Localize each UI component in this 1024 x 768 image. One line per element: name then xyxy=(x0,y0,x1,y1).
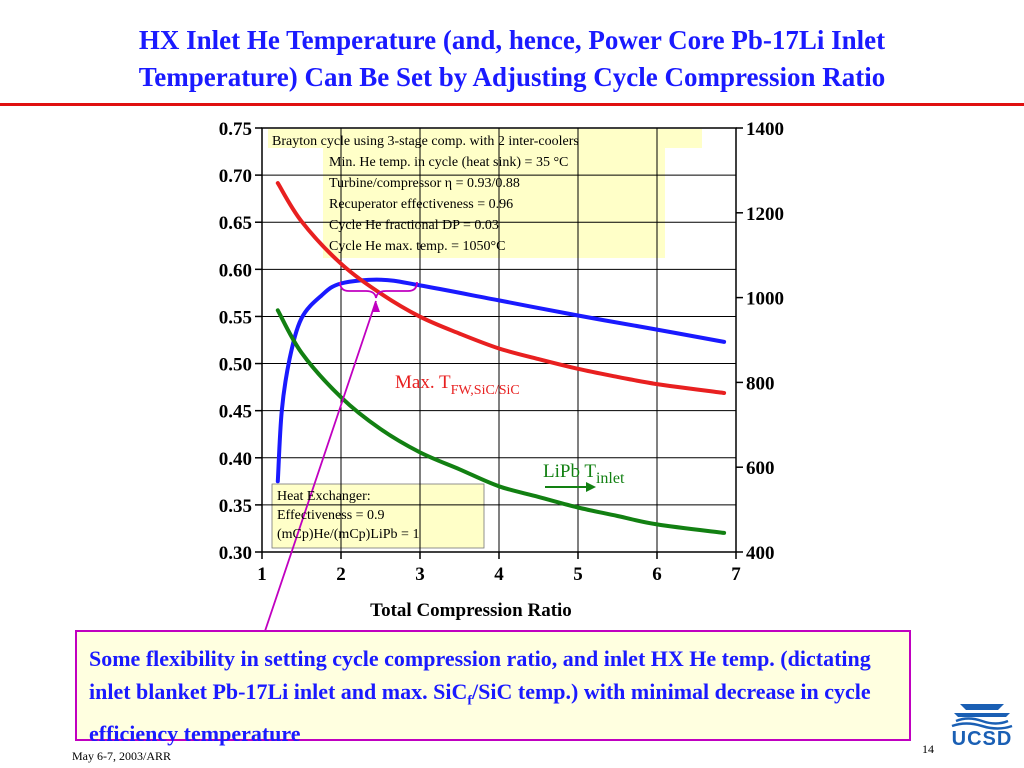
annotation-line: Recuperator effectiveness = 0.96 xyxy=(329,197,513,212)
annotation-line: Brayton cycle using 3-stage comp. with 2… xyxy=(272,134,579,149)
logo-text: UCSD xyxy=(951,728,1013,750)
right-tick-label: 800 xyxy=(746,373,775,394)
right-tick-label: 600 xyxy=(746,458,775,479)
left-tick-label: 0.40 xyxy=(219,449,252,470)
callout-text-part1: Some flexibility in setting cycle compre… xyxy=(89,646,871,704)
max-temp-series-line xyxy=(275,181,727,395)
page-number: 14 xyxy=(922,742,934,756)
max-temp-label-sub: FW,SiC/SiC xyxy=(451,383,520,398)
inlet-temp-series-line xyxy=(275,308,727,535)
max-temp-label-main: Max. T xyxy=(395,372,451,393)
efficiency-plateau-brace xyxy=(339,281,418,299)
title-line-1: HX Inlet He Temperature (and, hence, Pow… xyxy=(138,25,886,55)
callout-text-part2: /SiC temp.) with minimal decrease in cyc… xyxy=(89,679,871,747)
footer-date: May 6-7, 2003/ARR xyxy=(72,749,171,763)
efficiency-series-line xyxy=(275,277,727,484)
max-temp-series-label: Max. TFW,SiC/SiC xyxy=(395,372,520,398)
left-tick-label: 0.60 xyxy=(219,260,252,281)
ucsd-logo-icon xyxy=(951,704,1013,730)
x-tick-label: 7 xyxy=(731,564,741,585)
right-axis-ticks: 400 600 800 1000 1200 1400 xyxy=(736,119,784,564)
left-tick-label: 0.75 xyxy=(219,119,252,140)
left-tick-label: 0.30 xyxy=(219,543,252,564)
ucsd-logo: UCSD xyxy=(946,694,1018,754)
x-tick-label: 3 xyxy=(415,564,425,585)
inlet-temp-arrowhead xyxy=(586,482,596,492)
title-divider xyxy=(0,103,1024,106)
annotation-line: Heat Exchanger: xyxy=(277,489,371,504)
left-tick-label: 0.50 xyxy=(219,355,252,376)
annotation-line: Cycle He max. temp. = 1050°C xyxy=(329,239,505,254)
left-tick-label: 0.35 xyxy=(219,496,252,517)
left-axis-ticks: 0.30 0.35 0.40 0.45 0.50 0.55 0.60 0.65 0.70 0.75 xyxy=(219,119,262,564)
annotation-line: Effectiveness = 0.9 xyxy=(277,508,385,523)
x-axis-label: Total Compression Ratio xyxy=(370,600,572,621)
x-axis-ticks: 1 2 3 4 5 6 7 xyxy=(257,552,741,585)
inlet-temp-series-label: LiPb Tinlet xyxy=(543,461,625,487)
callout-pointer-line xyxy=(261,300,377,641)
left-tick-label: 0.45 xyxy=(219,402,252,423)
annotation-line: (mCp)He/(mCp)LiPb = 1 xyxy=(277,527,419,542)
callout-subscript: f xyxy=(467,693,473,709)
left-tick-label: 0.55 xyxy=(219,307,252,328)
right-tick-label: 400 xyxy=(746,543,775,564)
series-layer xyxy=(275,181,727,535)
summary-callout: Some flexibility in setting cycle compre… xyxy=(75,630,911,746)
annotation-line: Min. He temp. in cycle (heat sink) = 35 … xyxy=(329,155,568,170)
right-tick-label: 1400 xyxy=(746,119,784,140)
callout-pointer-arrowhead xyxy=(372,301,380,312)
right-tick-label: 1200 xyxy=(746,204,784,225)
title-line-2: Temperature) Can Be Set by Adjusting Cyc… xyxy=(138,62,886,92)
x-tick-label: 4 xyxy=(494,564,504,585)
annotation-box-cycle xyxy=(323,148,665,258)
slide-title: HX Inlet He Temperature (and, hence, Pow… xyxy=(0,22,1024,96)
annotation-line: Cycle He fractional DP = 0.03 xyxy=(329,218,499,233)
x-tick-label: 1 xyxy=(257,564,267,585)
inlet-temp-label-sub: inlet xyxy=(596,470,625,487)
x-tick-label: 6 xyxy=(652,564,662,585)
inlet-temp-label-main: LiPb T xyxy=(543,461,596,482)
x-tick-label: 2 xyxy=(336,564,346,585)
left-tick-label: 0.70 xyxy=(219,166,252,187)
x-tick-label: 5 xyxy=(573,564,583,585)
right-tick-label: 1000 xyxy=(746,289,784,310)
left-tick-label: 0.65 xyxy=(219,213,252,234)
annotation-box-cycle-header xyxy=(268,129,702,148)
annotation-line: Turbine/compressor η = 0.93/0.88 xyxy=(329,176,520,191)
annotation-box-heat-exchanger xyxy=(271,483,485,549)
